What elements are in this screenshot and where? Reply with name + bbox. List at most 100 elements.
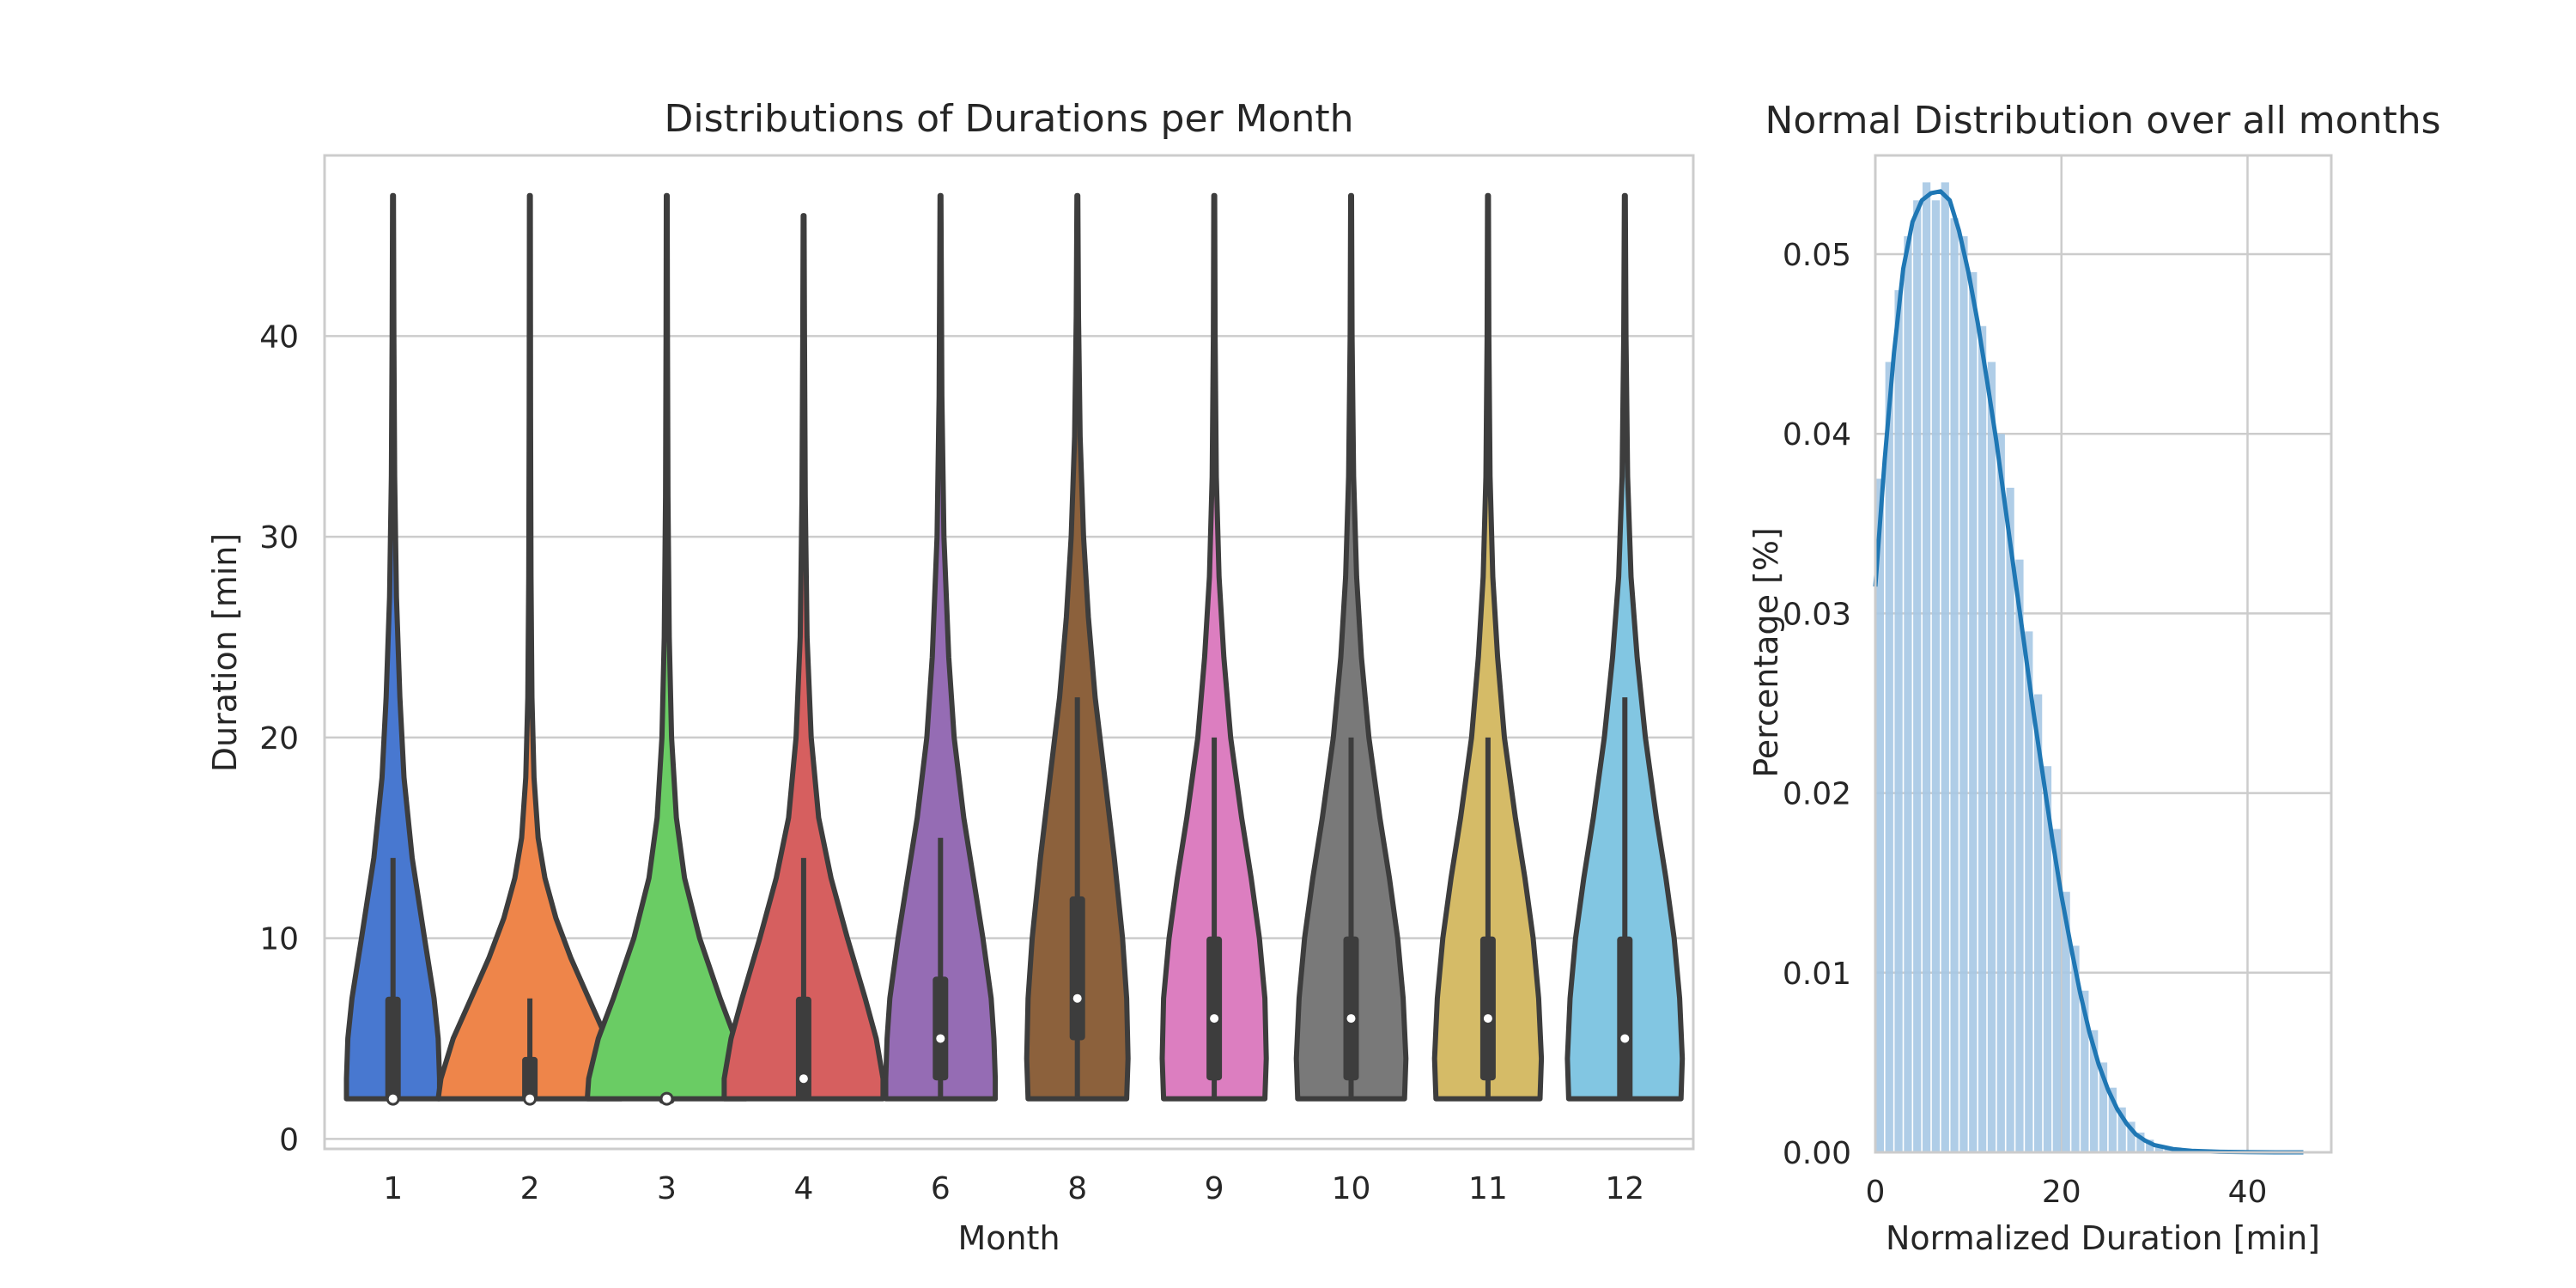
- histogram-plot-frame: [1874, 154, 2333, 1154]
- histogram-y-tick-label: 0.01: [1783, 957, 1851, 992]
- histogram-bar: [2052, 829, 2061, 1152]
- histogram-bar: [2006, 488, 2014, 1152]
- violin-x-tick-label: 11: [1468, 1171, 1508, 1206]
- violin-chart-title: Distributions of Durations per Month: [665, 97, 1354, 141]
- violin-bodies: [343, 192, 1686, 1106]
- histogram-bar: [2154, 1145, 2164, 1152]
- histogram-bar: [1959, 236, 1968, 1152]
- histogram-y-axis-label: Percentage [%]: [1747, 527, 1785, 778]
- violin-median-point: [1480, 1012, 1495, 1026]
- histogram-bars: [1875, 182, 2201, 1153]
- violin-x-tick-label: 1: [383, 1171, 403, 1206]
- histogram-bar: [2025, 631, 2033, 1152]
- violin-month-10: [1293, 192, 1409, 1102]
- histogram-bar: [2071, 945, 2080, 1152]
- violin-y-ticks: 0 10 20 30 40: [259, 319, 299, 1157]
- histogram-bar: [2034, 694, 2043, 1152]
- histogram-bar: [2146, 1139, 2154, 1152]
- histogram-bar: [2043, 766, 2052, 1152]
- histogram-y-tick-label: 0.05: [1783, 238, 1851, 273]
- histogram-bar: [1875, 478, 1885, 1152]
- violin-month-12: [1564, 192, 1686, 1102]
- violin-x-tick-label: 2: [520, 1171, 540, 1206]
- histogram-bar: [1913, 200, 1922, 1152]
- violin-iqr-box: [1617, 936, 1633, 1101]
- violin-body: [343, 192, 442, 1102]
- violin-x-tick-label: 4: [793, 1171, 813, 1206]
- histogram-bar: [1987, 361, 1996, 1152]
- histogram-chart: 0.00 0.01 0.02 0.03 0.04 0.05 0 20 40 Normal Di…: [1747, 99, 2441, 1257]
- histogram-bar: [1885, 361, 1893, 1152]
- violin-body: [585, 192, 749, 1102]
- violin-median-point: [1070, 991, 1084, 1005]
- violin-body: [1159, 192, 1269, 1102]
- histogram-bar: [2015, 559, 2024, 1152]
- violin-month-1: [343, 192, 442, 1106]
- violin-month-3: [585, 192, 749, 1106]
- violin-median-point: [1618, 1031, 1632, 1046]
- histogram-bar: [1969, 271, 1978, 1153]
- histogram-y-tick-label: 0.04: [1783, 417, 1851, 453]
- histogram-x-tick-label: 20: [2042, 1175, 2081, 1210]
- violin-x-tick-label: 12: [1605, 1171, 1644, 1206]
- violin-y-tick-label: 30: [259, 520, 299, 556]
- histogram-bar: [1931, 200, 1941, 1152]
- histogram-bar: [2108, 1087, 2117, 1152]
- violin-y-tick-label: 20: [259, 721, 299, 756]
- violin-median-point: [523, 1091, 538, 1106]
- histogram-bar: [1978, 325, 1987, 1152]
- violin-iqr-box: [1206, 936, 1223, 1081]
- violin-plot-frame: [323, 154, 1695, 1151]
- histogram-y-ticks: 0.00 0.01 0.02 0.03 0.04 0.05: [1783, 238, 1851, 1171]
- violin-y-tick-label: 40: [259, 319, 299, 355]
- violin-iqr-box: [522, 1056, 538, 1101]
- histogram-chart-title: Normal Distribution over all months: [1765, 99, 2440, 143]
- violin-iqr-box: [385, 996, 401, 1101]
- histogram-bar: [1904, 236, 1912, 1152]
- violin-body: [721, 213, 886, 1102]
- histogram-bar: [2062, 891, 2070, 1152]
- violin-month-4: [721, 213, 886, 1102]
- violin-median-point: [386, 1091, 400, 1106]
- histogram-bar: [2127, 1121, 2136, 1152]
- histogram-bar: [1894, 289, 1903, 1152]
- histogram-y-tick-label: 0.03: [1783, 597, 1851, 632]
- violin-median-point: [1344, 1012, 1358, 1026]
- violin-body: [435, 192, 624, 1102]
- histogram-bar: [1996, 434, 2005, 1152]
- violin-month-9: [1159, 192, 1269, 1102]
- histogram-bar: [2117, 1107, 2126, 1152]
- violin-median-point: [796, 1072, 811, 1086]
- violin-x-tick-label: 10: [1332, 1171, 1371, 1206]
- histogram-bar: [1941, 182, 1949, 1152]
- histogram-bar: [2081, 990, 2089, 1152]
- histogram-bar: [2136, 1132, 2145, 1152]
- violin-median-point: [659, 1091, 674, 1106]
- violin-y-tick-label: 10: [259, 922, 299, 957]
- violin-body: [1293, 192, 1409, 1102]
- violin-median-point: [933, 1031, 948, 1046]
- histogram-bar: [2090, 1030, 2099, 1152]
- violin-body: [1431, 192, 1545, 1102]
- violin-iqr-box: [1479, 936, 1496, 1081]
- histogram-y-tick-label: 0.00: [1783, 1136, 1851, 1171]
- histogram-bar: [2099, 1062, 2108, 1152]
- violin-x-tick-label: 3: [657, 1171, 677, 1206]
- violin-x-ticks: 1 2 3 4 6 8 9 10 11 12: [383, 1171, 1644, 1206]
- violin-month-8: [1024, 192, 1131, 1102]
- violin-body: [1024, 192, 1131, 1102]
- violin-iqr-box: [933, 976, 949, 1081]
- histogram-y-tick-label: 0.02: [1783, 777, 1851, 812]
- violin-month-11: [1431, 192, 1545, 1102]
- violin-month-6: [883, 192, 999, 1102]
- violin-median-point: [1207, 1012, 1222, 1026]
- violin-x-tick-label: 6: [931, 1171, 951, 1206]
- kde-curve: [1873, 189, 2304, 1155]
- histogram-x-axis-label: Normalized Duration [min]: [1886, 1219, 2320, 1257]
- violin-y-tick-label: 0: [279, 1122, 299, 1157]
- violin-iqr-box: [1069, 896, 1085, 1041]
- violin-x-axis-label: Month: [957, 1219, 1060, 1257]
- violin-iqr-box: [1343, 936, 1359, 1081]
